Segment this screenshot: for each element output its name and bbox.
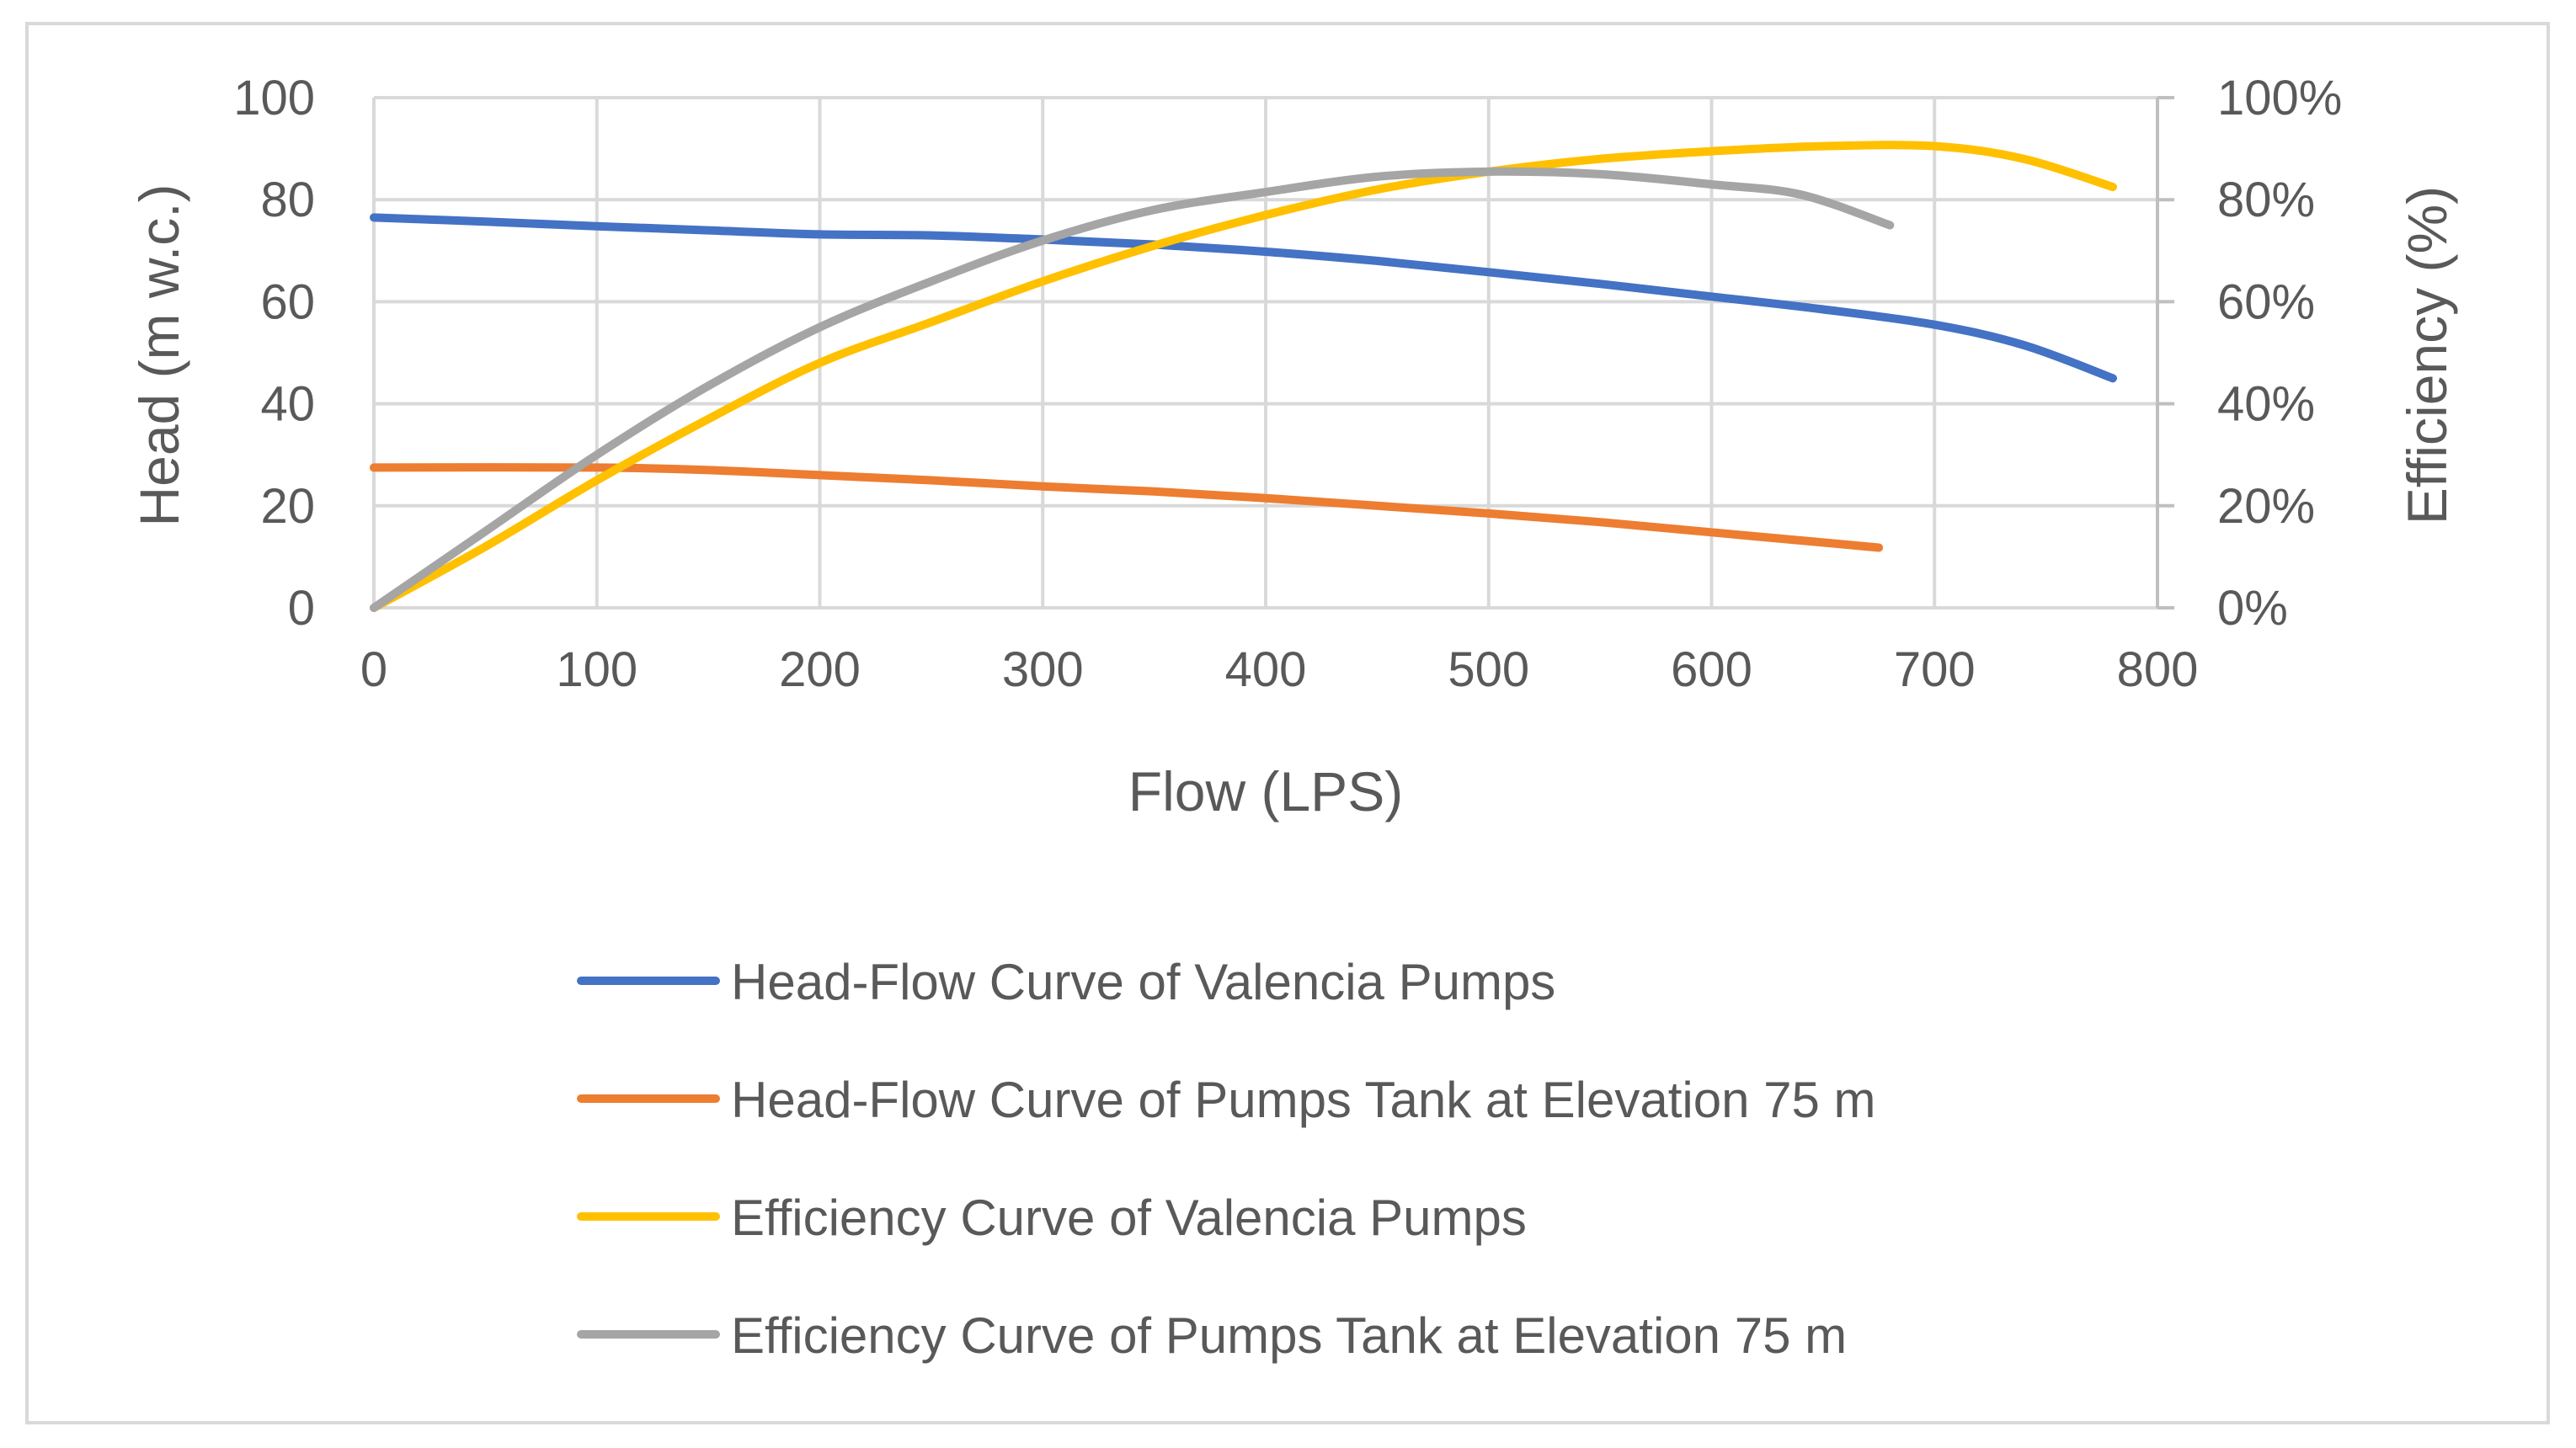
legend-item-head-flow-tank: Head-Flow Curve of Pumps Tank at Elevati… <box>577 1072 1876 1128</box>
legend-item-head-flow-valencia: Head-Flow Curve of Valencia Pumps <box>577 954 1555 1010</box>
y2-tick-label: 80% <box>2217 173 2315 227</box>
x-axis-ticks: 0 100 200 300 400 500 600 700 800 <box>360 642 2199 697</box>
y2-axis-title: Efficiency (%) <box>2396 186 2458 524</box>
y2-tick-label: 100% <box>2217 71 2342 125</box>
y-axis-ticks: 0 20 40 60 80 100 <box>233 71 315 636</box>
legend-label: Efficiency Curve of Valencia Pumps <box>731 1190 1527 1246</box>
x-tick-label: 800 <box>2117 642 2199 697</box>
y2-tick-label: 60% <box>2217 274 2315 329</box>
legend-item-efficiency-valencia: Efficiency Curve of Valencia Pumps <box>577 1190 1527 1246</box>
x-tick-label: 200 <box>779 642 861 697</box>
x-tick-label: 600 <box>1671 642 1752 697</box>
x-tick-label: 300 <box>1002 642 1084 697</box>
series-lines <box>370 141 2117 612</box>
y2-axis-ticks: 0% 20% 40% 60% 80% 100% <box>2217 71 2342 636</box>
legend-item-efficiency-tank: Efficiency Curve of Pumps Tank at Elevat… <box>577 1307 1847 1364</box>
legend-label: Head-Flow Curve of Valencia Pumps <box>731 954 1555 1010</box>
x-tick-label: 700 <box>1894 642 1976 697</box>
x-tick-label: 500 <box>1448 642 1529 697</box>
head-flow-tank-line <box>370 463 1884 552</box>
gridlines <box>372 96 2159 610</box>
x-tick-label: 0 <box>360 642 387 697</box>
head-flow-valencia-line <box>370 213 2117 383</box>
y2-tick-label: 40% <box>2217 377 2315 432</box>
y-tick-label: 100 <box>233 71 315 125</box>
axes <box>2156 96 2174 610</box>
y-tick-label: 0 <box>288 581 315 636</box>
x-tick-label: 400 <box>1225 642 1307 697</box>
legend-label: Efficiency Curve of Pumps Tank at Elevat… <box>731 1307 1847 1364</box>
y2-tick-label: 20% <box>2217 479 2315 534</box>
y2-tick-label: 0% <box>2217 581 2288 636</box>
y-axis-title: Head (m w.c.) <box>128 184 190 526</box>
y-tick-label: 40 <box>260 377 315 432</box>
efficiency-valencia-line <box>370 141 2117 612</box>
x-axis-title: Flow (LPS) <box>1128 760 1403 822</box>
legend-label: Head-Flow Curve of Pumps Tank at Elevati… <box>731 1072 1876 1128</box>
y-tick-label: 20 <box>260 479 315 534</box>
legend: Head-Flow Curve of Valencia Pumps Head-Fl… <box>577 954 1876 1364</box>
y-tick-label: 80 <box>260 173 315 227</box>
efficiency-tank-line <box>370 167 1895 612</box>
x-tick-label: 100 <box>556 642 637 697</box>
y-tick-label: 60 <box>260 274 315 329</box>
